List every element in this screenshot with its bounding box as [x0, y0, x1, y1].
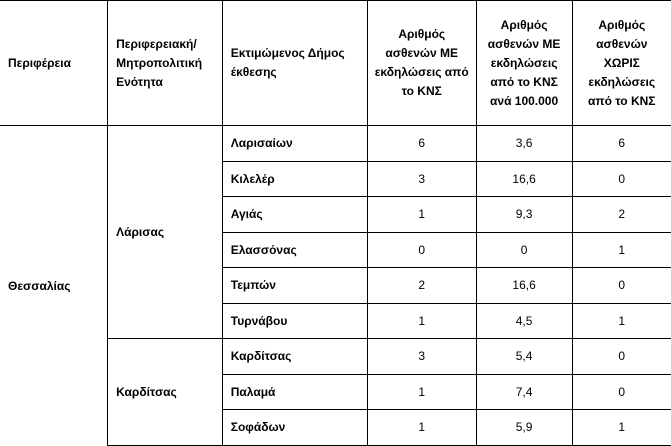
- unit-cell: Καρδίτσας: [107, 338, 223, 446]
- without-kns-cell: 1: [571, 409, 671, 446]
- header-row: Περιφέρεια Περιφερειακή/ Μητροπολιτική Ε…: [0, 0, 671, 126]
- without-kns-cell: 1: [571, 302, 671, 339]
- per-100k-cell: 3,6: [475, 125, 573, 162]
- municipality-cell: Τεμπών: [221, 267, 368, 304]
- per-100k-cell: 9,3: [475, 196, 573, 233]
- unit-cell: Λάρισας: [107, 125, 223, 339]
- municipality-cell: Παλαμά: [221, 373, 368, 410]
- with-kns-cell: 3: [366, 338, 477, 375]
- municipality-cell: Τυρνάβου: [221, 302, 368, 339]
- without-kns-cell: 2: [571, 196, 671, 233]
- without-kns-cell: 6: [571, 125, 671, 162]
- with-kns-cell: 0: [366, 231, 477, 268]
- per-100k-cell: 5,4: [475, 338, 573, 375]
- header-region: Περιφέρεια: [0, 0, 109, 126]
- with-kns-cell: 6: [366, 125, 477, 162]
- header-without-kns: Αριθμός ασθενών ΧΩΡΙΣ εκδηλώσεις από το …: [571, 0, 671, 126]
- with-kns-cell: 1: [366, 373, 477, 410]
- without-kns-cell: 0: [571, 373, 671, 410]
- municipality-cell: Λαρισαίων: [221, 125, 368, 162]
- without-kns-cell: 0: [571, 267, 671, 304]
- header-municipality: Εκτιμώμενος Δήμος έκθεσης: [221, 0, 368, 126]
- header-per-100k: Αριθμός ασθενών ΜΕ εκδηλώσεις από το ΚΝΣ…: [475, 0, 573, 126]
- per-100k-cell: 4,5: [475, 302, 573, 339]
- table-row: Καρδίτσας Καρδίτσας 3 5,4 0: [0, 338, 671, 446]
- table-row: Κιλελέρ 3 16,6 0: [0, 160, 671, 197]
- with-kns-cell: 3: [366, 160, 477, 197]
- per-100k-cell: 16,6: [475, 160, 573, 197]
- municipality-cell: Σοφάδων: [221, 409, 368, 446]
- without-kns-cell: 0: [571, 338, 671, 375]
- header-unit: Περιφερειακή/ Μητροπολιτική Ενότητα: [107, 0, 223, 126]
- with-kns-cell: 1: [366, 196, 477, 233]
- with-kns-cell: 2: [366, 267, 477, 304]
- municipality-cell: Καρδίτσας: [221, 338, 368, 375]
- per-100k-cell: 7,4: [475, 373, 573, 410]
- header-with-kns: Αριθμός ασθενών ΜΕ εκδηλώσεις από το ΚΝΣ: [366, 0, 477, 126]
- table-row: Τυρνάβου 1 4,5 1: [0, 302, 671, 339]
- per-100k-cell: 0: [475, 231, 573, 268]
- municipality-cell: Κιλελέρ: [221, 160, 368, 197]
- with-kns-cell: 1: [366, 302, 477, 339]
- region-cell: Θεσσαλίας: [0, 125, 109, 445]
- table-row: Ελασσόνας 0 0 1: [0, 231, 671, 268]
- without-kns-cell: 0: [571, 160, 671, 197]
- per-100k-cell: 16,6: [475, 267, 573, 304]
- municipality-cell: Ελασσόνας: [221, 231, 368, 268]
- with-kns-cell: 1: [366, 409, 477, 446]
- without-kns-cell: 1: [571, 231, 671, 268]
- per-100k-cell: 5,9: [475, 409, 573, 446]
- table-row: Τεμπών 2 16,6 0: [0, 267, 671, 304]
- table-row: Παλαμά 1 7,4 0: [0, 373, 671, 410]
- municipality-cell: Αγιάς: [221, 196, 368, 233]
- table-row: Θεσσαλίας Λάρισας Λαρισαίων 6 3,6 6: [0, 125, 671, 445]
